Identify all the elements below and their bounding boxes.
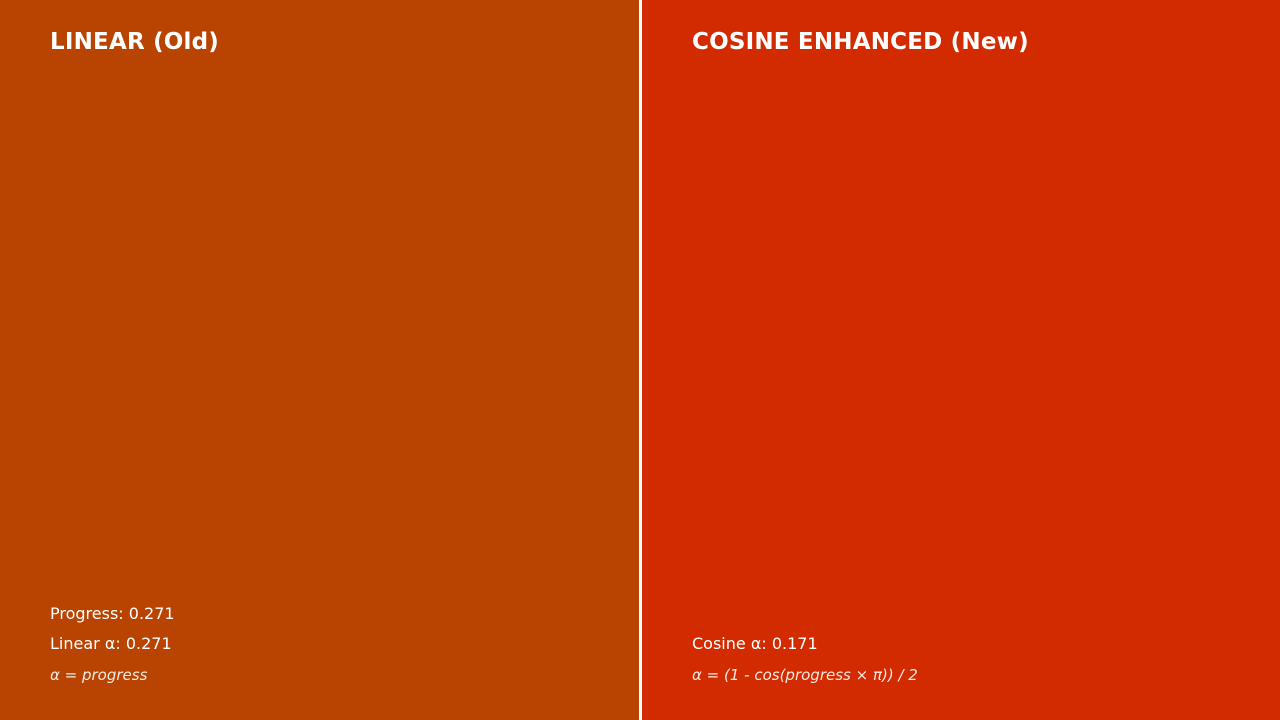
panel-divider	[639, 0, 642, 720]
linear-formula: α = progress	[50, 666, 148, 684]
cosine-formula: α = (1 - cos(progress × π)) / 2	[692, 666, 918, 684]
cosine-panel-title: COSINE ENHANCED (New)	[692, 29, 1029, 55]
cosine-panel: COSINE ENHANCED (New) Cosine α: 0.171 α …	[642, 0, 1280, 720]
progress-readout: Progress: 0.271	[50, 604, 175, 623]
linear-alpha-readout: Linear α: 0.271	[50, 634, 172, 653]
linear-panel-title: LINEAR (Old)	[50, 29, 220, 55]
cosine-alpha-readout: Cosine α: 0.171	[692, 634, 818, 653]
linear-panel: LINEAR (Old) Progress: 0.271 Linear α: 0…	[0, 0, 639, 720]
